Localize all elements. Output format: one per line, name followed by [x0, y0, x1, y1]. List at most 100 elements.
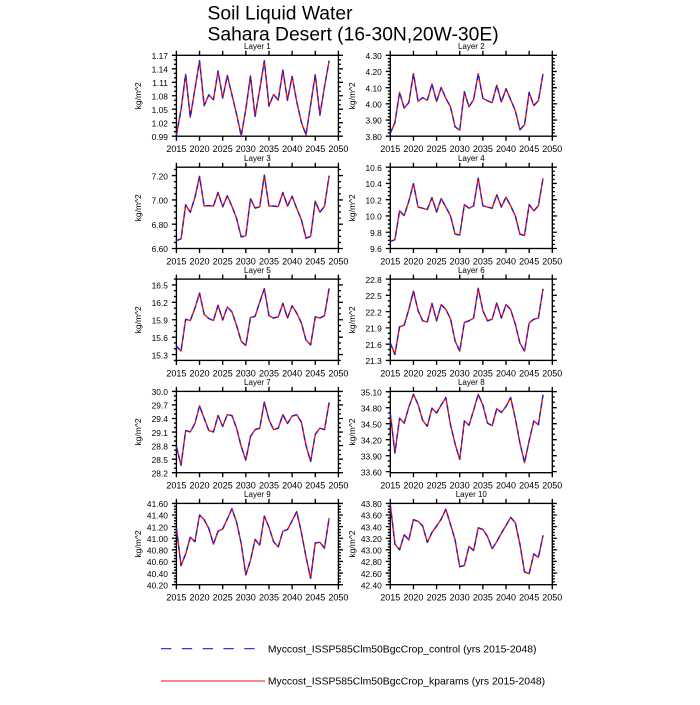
svg-text:Layer 4: Layer 4 [458, 154, 485, 163]
svg-text:2045: 2045 [305, 481, 325, 491]
svg-text:2045: 2045 [519, 481, 539, 491]
svg-text:2020: 2020 [189, 368, 209, 378]
svg-text:10.2: 10.2 [365, 195, 382, 205]
svg-text:4.10: 4.10 [365, 83, 382, 93]
svg-text:Layer 5: Layer 5 [244, 266, 271, 275]
svg-text:15.9: 15.9 [152, 315, 169, 325]
svg-text:2040: 2040 [282, 593, 302, 603]
svg-text:42.80: 42.80 [361, 557, 382, 567]
svg-text:7.00: 7.00 [152, 196, 169, 206]
svg-text:30.0: 30.0 [152, 387, 169, 397]
svg-text:2035: 2035 [259, 144, 279, 154]
svg-text:2050: 2050 [328, 368, 348, 378]
svg-text:2035: 2035 [259, 368, 279, 378]
svg-text:Myccost_ISSP585Clm50BgcCrop_co: Myccost_ISSP585Clm50BgcCrop_control (yrs… [268, 644, 537, 655]
svg-text:2015: 2015 [166, 593, 186, 603]
svg-text:41.20: 41.20 [147, 522, 168, 532]
svg-text:2040: 2040 [496, 256, 516, 266]
svg-text:41.40: 41.40 [147, 511, 168, 521]
svg-text:40.80: 40.80 [147, 546, 168, 556]
svg-text:2015: 2015 [166, 481, 186, 491]
svg-text:Layer 2: Layer 2 [458, 42, 485, 51]
svg-text:2050: 2050 [542, 144, 562, 154]
svg-text:2030: 2030 [450, 144, 470, 154]
svg-text:2050: 2050 [328, 593, 348, 603]
svg-text:2030: 2030 [236, 368, 256, 378]
svg-text:2015: 2015 [380, 144, 400, 154]
svg-text:2050: 2050 [542, 368, 562, 378]
svg-text:42.40: 42.40 [361, 580, 382, 590]
svg-text:2015: 2015 [380, 593, 400, 603]
svg-text:kg/m^2: kg/m^2 [347, 418, 357, 445]
svg-text:41.00: 41.00 [147, 534, 168, 544]
svg-text:1.05: 1.05 [152, 105, 169, 115]
svg-text:2015: 2015 [166, 256, 186, 266]
svg-text:2040: 2040 [282, 144, 302, 154]
svg-text:2030: 2030 [450, 481, 470, 491]
svg-text:2045: 2045 [305, 593, 325, 603]
svg-text:Layer 7: Layer 7 [244, 378, 271, 387]
svg-text:Layer 3: Layer 3 [244, 154, 271, 163]
svg-text:34.20: 34.20 [361, 435, 382, 445]
svg-text:2015: 2015 [380, 256, 400, 266]
svg-text:43.40: 43.40 [361, 522, 382, 532]
svg-text:2030: 2030 [236, 481, 256, 491]
svg-text:2040: 2040 [496, 368, 516, 378]
svg-text:2045: 2045 [519, 256, 539, 266]
svg-text:2030: 2030 [236, 593, 256, 603]
svg-text:16.5: 16.5 [152, 281, 169, 291]
svg-text:2050: 2050 [542, 256, 562, 266]
svg-text:2020: 2020 [189, 256, 209, 266]
svg-text:6.80: 6.80 [152, 220, 169, 230]
svg-text:40.60: 40.60 [147, 557, 168, 567]
svg-text:43.20: 43.20 [361, 534, 382, 544]
svg-text:kg/m^2: kg/m^2 [133, 194, 143, 221]
svg-text:2020: 2020 [403, 256, 423, 266]
svg-text:2020: 2020 [189, 481, 209, 491]
svg-text:2050: 2050 [542, 481, 562, 491]
svg-text:2035: 2035 [473, 144, 493, 154]
svg-text:35.10: 35.10 [361, 387, 382, 397]
svg-text:2035: 2035 [473, 256, 493, 266]
svg-text:2045: 2045 [519, 368, 539, 378]
svg-text:kg/m^2: kg/m^2 [133, 530, 143, 557]
svg-text:Layer 9: Layer 9 [244, 490, 271, 499]
svg-text:2050: 2050 [328, 144, 348, 154]
svg-text:2025: 2025 [427, 368, 447, 378]
svg-text:2020: 2020 [189, 144, 209, 154]
svg-text:28.5: 28.5 [152, 455, 169, 465]
svg-text:21.3: 21.3 [365, 356, 382, 366]
svg-text:4.30: 4.30 [365, 51, 382, 61]
svg-text:2045: 2045 [519, 144, 539, 154]
svg-text:4.20: 4.20 [365, 67, 382, 77]
svg-text:2025: 2025 [213, 481, 233, 491]
svg-text:2030: 2030 [236, 256, 256, 266]
svg-text:22.2: 22.2 [365, 307, 382, 317]
svg-text:6.60: 6.60 [152, 244, 169, 254]
svg-text:2045: 2045 [305, 144, 325, 154]
svg-text:kg/m^2: kg/m^2 [133, 418, 143, 445]
svg-text:2050: 2050 [328, 481, 348, 491]
svg-text:Layer 6: Layer 6 [458, 266, 485, 275]
svg-text:29.4: 29.4 [152, 414, 169, 424]
svg-text:2030: 2030 [450, 256, 470, 266]
svg-text:2015: 2015 [166, 144, 186, 154]
svg-text:10.0: 10.0 [365, 212, 382, 222]
svg-text:kg/m^2: kg/m^2 [133, 82, 143, 109]
svg-text:2025: 2025 [427, 593, 447, 603]
svg-text:41.60: 41.60 [147, 499, 168, 509]
svg-text:2045: 2045 [305, 368, 325, 378]
svg-text:1.02: 1.02 [152, 118, 169, 128]
svg-text:43.80: 43.80 [361, 499, 382, 509]
svg-text:43.00: 43.00 [361, 546, 382, 556]
svg-text:2025: 2025 [427, 256, 447, 266]
svg-text:40.40: 40.40 [147, 569, 168, 579]
svg-text:33.90: 33.90 [361, 451, 382, 461]
svg-text:Layer 8: Layer 8 [458, 378, 485, 387]
svg-text:2040: 2040 [496, 593, 516, 603]
svg-text:4.00: 4.00 [365, 100, 382, 110]
svg-text:28.2: 28.2 [152, 468, 169, 478]
svg-text:7.20: 7.20 [152, 171, 169, 181]
svg-text:2025: 2025 [213, 368, 233, 378]
svg-text:2020: 2020 [403, 144, 423, 154]
